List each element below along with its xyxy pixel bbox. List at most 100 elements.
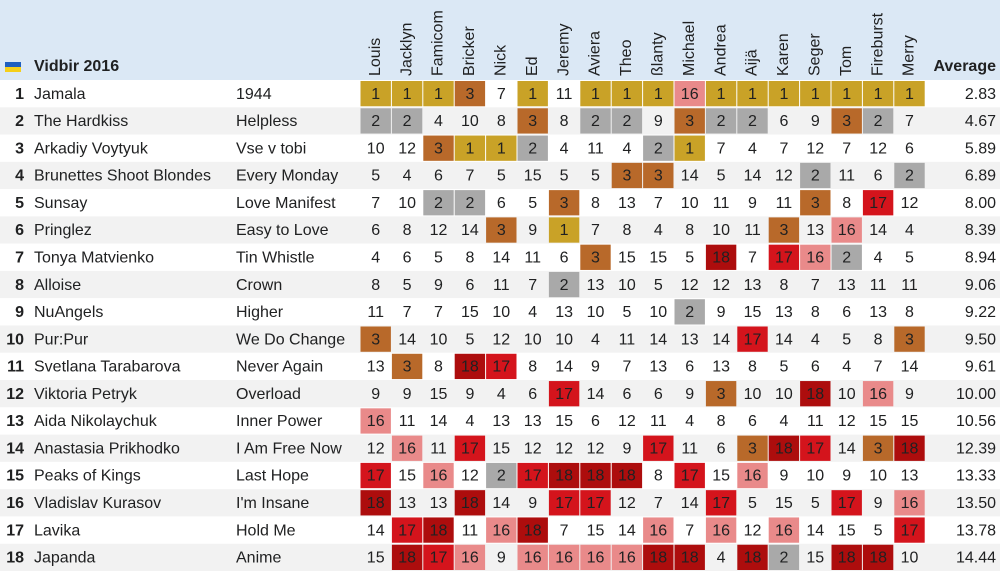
score: 1 [465, 140, 474, 157]
score-highlight [862, 544, 894, 570]
judge-name: Merry [901, 35, 918, 76]
score-highlight [423, 462, 454, 489]
score-highlight [486, 217, 517, 243]
score-highlight [800, 435, 831, 461]
score: 6 [528, 386, 537, 403]
score-highlight [454, 435, 486, 461]
score: 10 [744, 386, 762, 403]
score-highlight [391, 353, 423, 380]
score-highlight [831, 81, 862, 107]
score-highlight [360, 408, 391, 434]
score: 18 [555, 468, 573, 485]
score: 11 [870, 277, 887, 294]
score-highlight [548, 217, 580, 243]
score: 17 [649, 440, 667, 457]
row-background [0, 325, 1000, 353]
score-highlight [894, 162, 925, 189]
song: 1944 [236, 86, 272, 103]
score: 14 [775, 331, 793, 348]
score: 4 [591, 331, 600, 348]
score-highlight [894, 81, 925, 107]
score-highlight [423, 135, 454, 161]
score: 6 [685, 359, 694, 376]
score: 2 [748, 113, 757, 130]
score: 13 [587, 277, 605, 294]
artist: Brunettes Shoot Blondes [34, 168, 211, 185]
score: 16 [587, 550, 605, 567]
score: 9 [528, 495, 537, 512]
artist: Aida Nikolaychuk [34, 413, 158, 430]
judge-name: Seger [807, 33, 824, 76]
score: 6 [779, 113, 788, 130]
score: 9 [591, 359, 600, 376]
average: 13.78 [956, 522, 996, 539]
score: 8 [779, 277, 788, 294]
score: 15 [367, 550, 385, 567]
score: 4 [717, 550, 726, 567]
score: 6 [842, 304, 851, 321]
score: 2 [622, 113, 631, 130]
score: 2 [371, 113, 380, 130]
score: 16 [461, 550, 479, 567]
score: 3 [591, 250, 600, 267]
score: 17 [492, 359, 510, 376]
score: 14 [744, 168, 762, 185]
score: 13 [744, 277, 762, 294]
score: 10 [806, 468, 824, 485]
score: 3 [654, 168, 663, 185]
judge-name: Louis [367, 38, 384, 76]
score: 18 [838, 550, 856, 567]
score: 16 [901, 495, 919, 512]
score-highlight [800, 244, 831, 270]
score: 14 [367, 522, 385, 539]
score: 9 [434, 277, 443, 294]
score-highlight [831, 108, 862, 134]
average: 2.83 [965, 86, 996, 103]
score-highlight [768, 217, 800, 243]
score: 12 [618, 413, 636, 430]
score: 3 [560, 195, 569, 212]
score: 6 [748, 413, 757, 430]
score: 8 [528, 359, 537, 376]
score-highlight [737, 108, 768, 134]
score: 12 [806, 140, 824, 157]
score: 15 [524, 168, 542, 185]
score: 8 [497, 113, 506, 130]
score-highlight [643, 517, 674, 543]
score: 11 [713, 195, 730, 212]
score: 5 [905, 250, 914, 267]
score: 2 [717, 113, 726, 130]
score-highlight [580, 81, 611, 107]
judge-name: Jeremy [555, 24, 572, 76]
score-highlight [517, 517, 548, 543]
average: 4.67 [965, 113, 996, 130]
score: 15 [838, 522, 856, 539]
score: 2 [465, 195, 474, 212]
score: 3 [528, 113, 537, 130]
row-background [0, 189, 1000, 217]
score-highlight [548, 462, 580, 489]
score: 13 [681, 331, 699, 348]
average: 8.00 [965, 195, 996, 212]
song: Tin Whistle [236, 250, 315, 267]
score-highlight [737, 81, 768, 107]
judge-name: ßlanty [650, 32, 667, 76]
average: 8.39 [965, 222, 996, 239]
score-highlight [580, 244, 611, 270]
rank: 15 [6, 468, 24, 485]
score: 1 [748, 86, 757, 103]
score-highlight [548, 381, 580, 407]
score-highlight [831, 490, 862, 516]
score: 8 [685, 222, 694, 239]
score: 15 [618, 250, 636, 267]
score-highlight [862, 108, 894, 134]
artist: Peaks of Kings [34, 468, 141, 485]
artist: NuAngels [34, 304, 103, 321]
score: 13 [492, 413, 510, 430]
score: 13 [806, 222, 824, 239]
score: 3 [685, 113, 694, 130]
score-highlight [360, 81, 391, 107]
score: 17 [744, 331, 762, 348]
score-highlight [548, 271, 580, 298]
score: 18 [461, 495, 479, 512]
